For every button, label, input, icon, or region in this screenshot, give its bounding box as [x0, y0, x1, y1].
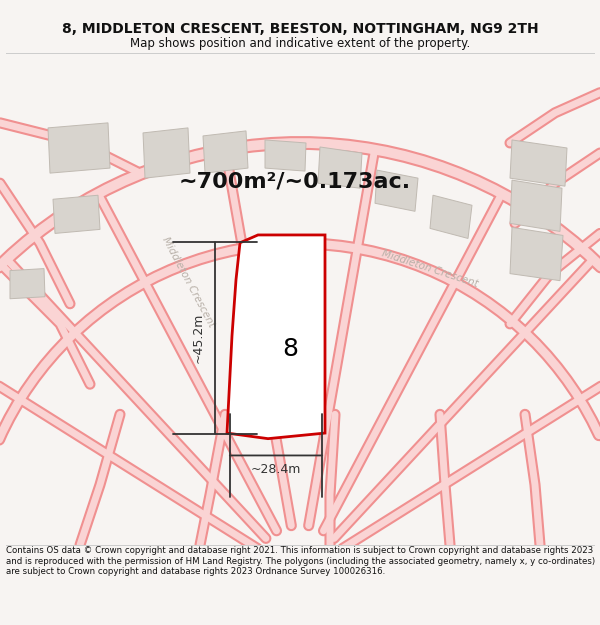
Text: Middleton Crescent: Middleton Crescent: [160, 235, 216, 329]
Polygon shape: [227, 235, 325, 439]
Polygon shape: [375, 170, 418, 211]
Polygon shape: [10, 269, 45, 299]
Polygon shape: [265, 140, 306, 171]
Polygon shape: [318, 147, 362, 188]
Text: 8: 8: [282, 337, 298, 361]
Polygon shape: [430, 195, 472, 239]
Polygon shape: [143, 128, 190, 178]
Text: Contains OS data © Crown copyright and database right 2021. This information is : Contains OS data © Crown copyright and d…: [6, 546, 595, 576]
Polygon shape: [510, 140, 567, 186]
Text: Map shows position and indicative extent of the property.: Map shows position and indicative extent…: [130, 37, 470, 50]
Text: ~28.4m: ~28.4m: [251, 463, 301, 476]
Polygon shape: [53, 195, 100, 233]
Polygon shape: [48, 123, 110, 173]
Text: 8, MIDDLETON CRESCENT, BEESTON, NOTTINGHAM, NG9 2TH: 8, MIDDLETON CRESCENT, BEESTON, NOTTINGH…: [62, 22, 538, 36]
Polygon shape: [203, 131, 248, 173]
Polygon shape: [258, 273, 312, 313]
Polygon shape: [510, 228, 563, 281]
Text: ~700m²/~0.173ac.: ~700m²/~0.173ac.: [179, 171, 411, 191]
Polygon shape: [510, 180, 562, 231]
Text: ~45.2m: ~45.2m: [191, 312, 205, 363]
Text: Middleton Crescent: Middleton Crescent: [380, 248, 479, 289]
